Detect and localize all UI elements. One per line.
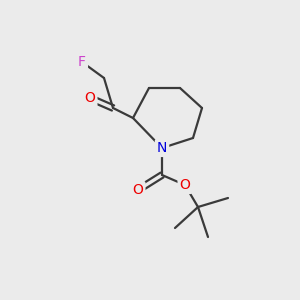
Text: O: O xyxy=(133,183,143,197)
Text: O: O xyxy=(180,178,190,192)
Text: F: F xyxy=(78,55,86,69)
Text: N: N xyxy=(157,141,167,155)
Text: O: O xyxy=(85,91,95,105)
